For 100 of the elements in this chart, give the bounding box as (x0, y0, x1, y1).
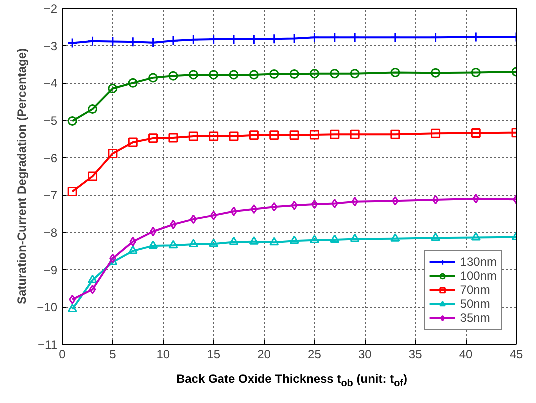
point (89, 284, 96, 294)
y-tick-label: −6 (44, 151, 58, 166)
point (310, 130, 320, 140)
point (431, 68, 441, 78)
point (188, 34, 199, 46)
point (309, 32, 320, 43)
point (471, 128, 481, 138)
point (350, 234, 360, 242)
point (352, 197, 358, 207)
point (128, 138, 138, 148)
legend-label: 35nm (460, 311, 490, 325)
point (68, 304, 78, 312)
point (431, 232, 441, 242)
x-tick-label: 10 (156, 348, 170, 362)
point (188, 70, 198, 80)
x-tick-label: 25 (308, 348, 322, 362)
point (209, 70, 219, 80)
point (148, 73, 158, 83)
point (209, 132, 219, 142)
x-tick-label: 45 (510, 348, 524, 362)
point (390, 130, 400, 140)
x-tick-label: 20 (258, 348, 272, 362)
point (88, 104, 98, 114)
y-tick-label: −7 (44, 188, 58, 203)
point (270, 69, 280, 79)
point (69, 294, 76, 304)
point (290, 236, 300, 244)
point (68, 116, 78, 126)
point (350, 32, 360, 43)
point (290, 69, 300, 79)
point (190, 214, 198, 224)
point (430, 32, 442, 43)
point (168, 71, 178, 81)
y-tick-label: −9 (44, 263, 58, 278)
point (168, 240, 178, 249)
legend-label: 130nm (460, 255, 497, 269)
point (130, 237, 137, 247)
point (250, 204, 258, 214)
point (168, 133, 178, 143)
point (88, 172, 98, 182)
point (330, 69, 340, 79)
y-tick-label: −3 (44, 39, 58, 54)
point (188, 132, 198, 142)
x-tick-label: 30 (358, 348, 372, 362)
point (128, 36, 138, 48)
point (270, 130, 280, 140)
point (330, 234, 340, 244)
y-tick-label: −8 (44, 226, 58, 240)
point (168, 36, 179, 46)
point (108, 84, 118, 94)
point (390, 68, 400, 78)
point (67, 38, 78, 48)
point (108, 148, 118, 158)
point (350, 130, 360, 140)
point (350, 69, 360, 79)
legend-label: 100nm (460, 269, 497, 283)
point (311, 200, 318, 210)
point (148, 38, 159, 48)
y-tick-label: −5 (44, 114, 58, 128)
point (390, 32, 401, 43)
point (128, 246, 138, 254)
y-axis-title: Saturation-Current Degradation (Percentage) (15, 48, 30, 305)
legend-label: 50nm (460, 297, 490, 311)
point (150, 227, 157, 237)
point (471, 68, 481, 78)
point (270, 202, 278, 212)
point (88, 274, 98, 284)
point (270, 237, 280, 246)
point (249, 70, 259, 80)
point (68, 187, 78, 197)
point (229, 70, 239, 80)
x-tick-label: 15 (207, 348, 221, 362)
x-tick-label: 0 (59, 348, 66, 362)
point (392, 196, 399, 206)
point (148, 240, 158, 249)
point (110, 254, 116, 264)
point (310, 69, 320, 79)
legend-label: 70nm (460, 283, 490, 297)
point (330, 130, 340, 140)
point (128, 78, 138, 88)
point (269, 34, 280, 44)
y-tick-label: −4 (44, 76, 58, 91)
point (188, 239, 198, 248)
point (431, 128, 441, 138)
point (291, 200, 298, 210)
point (290, 130, 300, 140)
point (330, 32, 340, 43)
point (229, 236, 239, 246)
point (310, 234, 320, 244)
point (230, 206, 238, 216)
x-tick-label: 5 (110, 348, 117, 362)
point (472, 194, 480, 204)
point (390, 233, 400, 242)
point (148, 134, 158, 144)
point (471, 232, 481, 241)
x-axis-title: Back Gate Oxide Thickness t$_{ob}$ (unit: t$_{of}$) (175, 371, 409, 392)
point (170, 220, 177, 230)
point (331, 199, 338, 209)
point (432, 195, 440, 205)
x-tick-label: 40 (459, 348, 474, 362)
